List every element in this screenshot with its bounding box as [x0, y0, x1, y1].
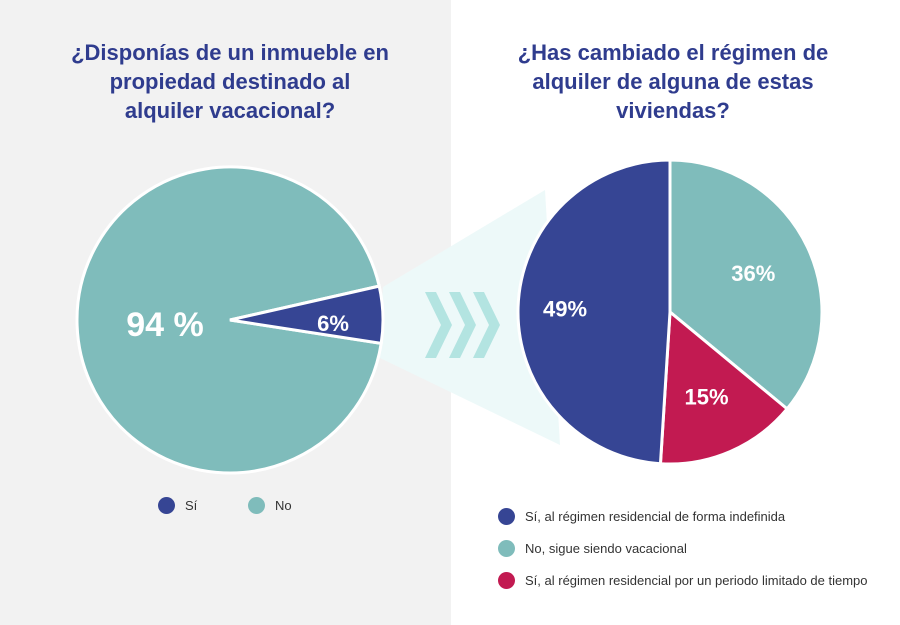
legend-swatch: [498, 572, 515, 589]
pie-label-0: 36%: [731, 261, 775, 286]
legend-item: Sí: [158, 497, 197, 514]
pie-label-si: 6%: [317, 311, 349, 336]
legend-item: No, sigue siendo vacacional: [498, 540, 687, 557]
legend-item: Sí, al régimen residencial de forma inde…: [498, 508, 785, 525]
legend-label: Sí, al régimen residencial por un period…: [525, 573, 868, 588]
legend-item: Sí, al régimen residencial por un period…: [498, 572, 868, 589]
pie-slice-no: [75, 165, 383, 475]
pie-slice-2: [516, 158, 672, 466]
pie-slice-1: [658, 308, 790, 466]
right-chart-title: ¿Has cambiado el régimen de alquiler de …: [517, 40, 829, 123]
chevron-right-icon: [425, 292, 500, 358]
pie-label-no: 94 %: [126, 306, 204, 344]
legend-label: Sí: [185, 498, 198, 513]
pie-slice-0: [668, 158, 824, 412]
legend-swatch: [158, 497, 175, 514]
pie-label-1: 15%: [685, 384, 729, 409]
legend-swatch: [498, 508, 515, 525]
pie-label-2: 49%: [543, 297, 587, 322]
legend-swatch: [498, 540, 515, 557]
legend-label: Sí, al régimen residencial de forma inde…: [525, 509, 786, 524]
legend-label: No, sigue siendo vacacional: [525, 541, 687, 556]
left-chart-title: ¿Disponías de un inmueble en propiedad d…: [71, 40, 389, 123]
pie-slice-si: [229, 284, 385, 346]
legend-item: No: [248, 497, 292, 514]
legend-label: No: [275, 498, 292, 513]
legend-swatch: [248, 497, 265, 514]
